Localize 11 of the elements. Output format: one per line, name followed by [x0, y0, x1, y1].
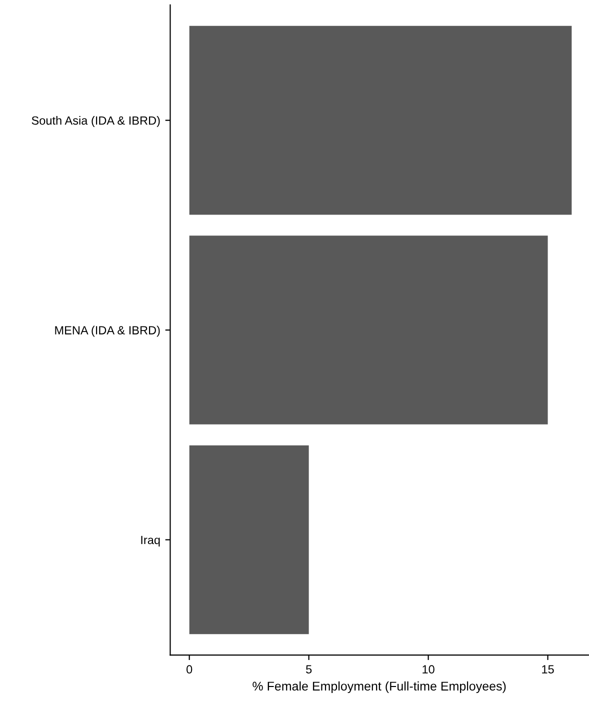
x-axis-title: % Female Employment (Full-time Employees) [252, 681, 506, 694]
y-tick-label: MENA (IDA & IBRD) [55, 326, 160, 337]
x-tick-label: 5 [306, 665, 312, 674]
x-tick-label: 10 [422, 665, 434, 674]
bar [189, 26, 572, 215]
y-tick-label: Iraq [141, 536, 160, 546]
x-tick-label: 15 [542, 665, 554, 674]
bar [189, 236, 548, 424]
y-tick-label: South Asia (IDA & IBRD) [32, 116, 160, 128]
bar [189, 445, 309, 634]
x-tick-label: 0 [186, 665, 192, 674]
